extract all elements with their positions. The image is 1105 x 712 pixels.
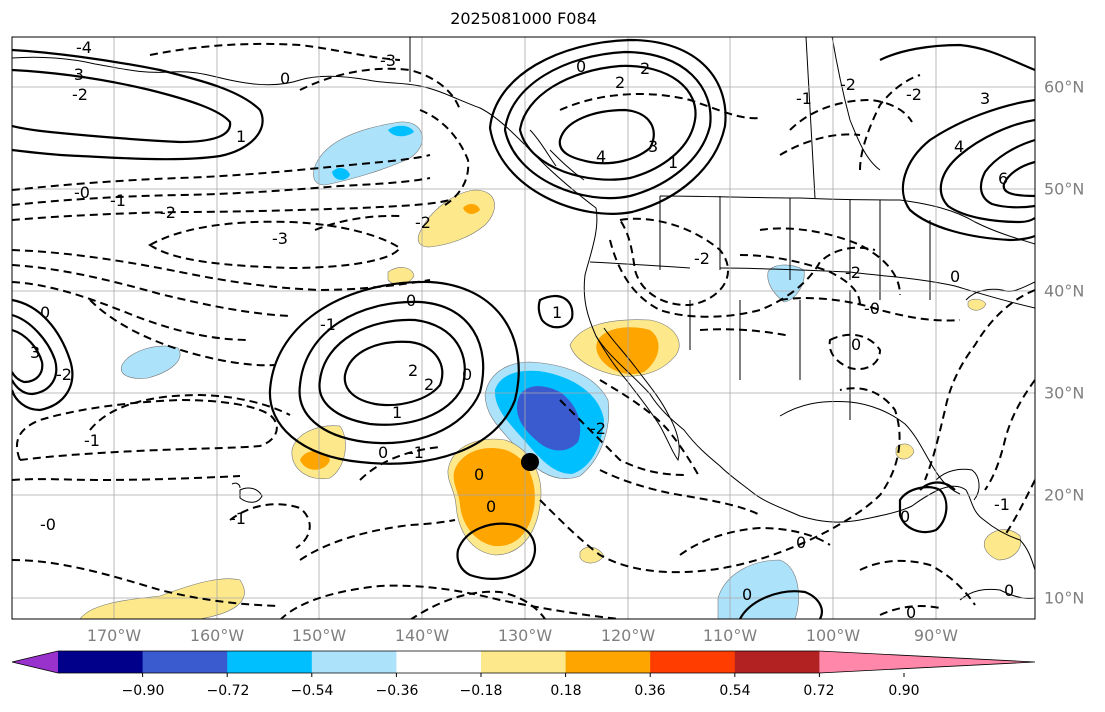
colorbar-tick-label: −0.90 (121, 683, 165, 699)
lat-label: 60°N (1044, 77, 1085, 97)
contour-label: 1 (236, 127, 246, 146)
contour-label: -2 (906, 85, 922, 104)
negative-contours (12, 42, 1035, 619)
colorbar-segment (734, 651, 820, 673)
lat-label: 50°N (1044, 179, 1085, 199)
contour-label: 0 (796, 533, 806, 552)
contour-label: 0 (406, 291, 416, 310)
contour-label: 3 (980, 89, 990, 108)
contour-label: 0 (900, 507, 910, 526)
contour-label: -2 (590, 419, 606, 438)
contour-label: 0 (906, 603, 916, 622)
colorbar-tick-label: 0.72 (803, 683, 835, 699)
contour-label: -2 (845, 263, 861, 282)
colorbar-tick-label: −0.72 (206, 683, 250, 699)
contour-label: 2 (408, 361, 418, 380)
contour-label: 1 (392, 403, 402, 422)
contour-label: 0 (280, 69, 290, 88)
contour-label: -1 (994, 495, 1010, 514)
contour-label: 4 (954, 137, 964, 156)
contour-label: 1 (552, 303, 562, 322)
colorbar-tick-label: 0.54 (719, 683, 751, 699)
contour-label: 0 (576, 57, 586, 76)
contour-label: 3 (30, 343, 40, 362)
contour-label: -1 (408, 443, 424, 462)
contour-label: 0 (40, 303, 50, 322)
contour-label: -4 (76, 38, 92, 57)
contour-label: -2 (56, 365, 72, 384)
contour-label: -2 (694, 249, 710, 268)
contour-label: 0 (742, 585, 752, 604)
colorbar-extend-min (12, 651, 58, 673)
colorbar-segment (650, 651, 736, 673)
contour-label: -2 (840, 75, 856, 94)
lon-label: 110°W (702, 626, 758, 645)
contour-label: -1 (320, 315, 336, 334)
contour-label: 4 (596, 147, 606, 166)
lon-label: 100°W (805, 626, 861, 645)
colorbar-segment (565, 651, 651, 673)
colorbar-segment (311, 651, 397, 673)
lat-label: 30°N (1044, 383, 1085, 403)
contour-label: 0 (851, 335, 861, 354)
colorbar-tick-label: 0.90 (888, 683, 920, 699)
lon-label: 150°W (291, 626, 347, 645)
contour-label: -3 (68, 65, 84, 84)
colorbar-tick-label: −0.36 (375, 683, 419, 699)
contour-label: 0 (1004, 581, 1014, 600)
contour-label: -2 (72, 85, 88, 104)
contour-label: -1 (110, 191, 126, 210)
contour-label: 6 (998, 169, 1008, 188)
colorbar-tick-label: −0.18 (459, 683, 503, 699)
lon-label: 170°W (86, 626, 142, 645)
contour-label: -3 (380, 51, 396, 70)
contour-label: -0 (864, 299, 880, 318)
colorbar-tick-label: 0.36 (634, 683, 666, 699)
contour-label: 2 (615, 73, 625, 92)
contour-label: -2 (415, 213, 431, 232)
colorbar-segment (396, 651, 482, 673)
contour-label: -0 (40, 515, 56, 534)
contour-label: 0 (462, 365, 472, 384)
lon-label: 90°W (913, 626, 959, 645)
contour-label-group: -4 -3 -2 -3 0 1 -0 -1 -2 -3 -2 0 2 2 4 3… (30, 38, 1014, 622)
lon-label: 160°W (189, 626, 245, 645)
contour-label: 0 (950, 267, 960, 286)
contour-label: -1 (796, 89, 812, 108)
colorbar-segment (227, 651, 313, 673)
contour-label: 2 (424, 375, 434, 394)
contour-label: -2 (160, 203, 176, 222)
map-title: 2025081000 F084 (450, 9, 597, 28)
colorbar-segment (142, 651, 228, 673)
storm-center-marker (521, 453, 539, 471)
contour-label: -1 (84, 431, 100, 450)
contour-label: -0 (74, 183, 90, 202)
lat-label: 20°N (1044, 485, 1085, 505)
lon-label: 120°W (600, 626, 656, 645)
colorbar-segment (481, 651, 567, 673)
contour-label: 2 (640, 59, 650, 78)
contour-label: 0 (378, 443, 388, 462)
contour-label: 0 (474, 465, 484, 484)
lon-label: 130°W (497, 626, 553, 645)
graticule (12, 37, 1035, 619)
contour-label: 0 (486, 497, 496, 516)
contour-label: -1 (230, 509, 246, 528)
colorbar-extend-max (819, 651, 1035, 673)
colorbar-tick-label: 0.18 (550, 683, 582, 699)
contour-label: 1 (668, 153, 678, 172)
lat-label: 40°N (1044, 281, 1085, 301)
map-frame (11, 36, 1036, 620)
lon-label: 140°W (394, 626, 450, 645)
contour-label: -3 (272, 229, 288, 248)
contour-label: 3 (648, 137, 658, 156)
colorbar-outline (11, 650, 1036, 674)
colorbar (11, 650, 1036, 677)
positive-contours (12, 38, 1035, 619)
lat-label: 10°N (1044, 588, 1085, 608)
colorbar-tick-label: −0.54 (290, 683, 334, 699)
colorbar-segment (58, 651, 144, 673)
